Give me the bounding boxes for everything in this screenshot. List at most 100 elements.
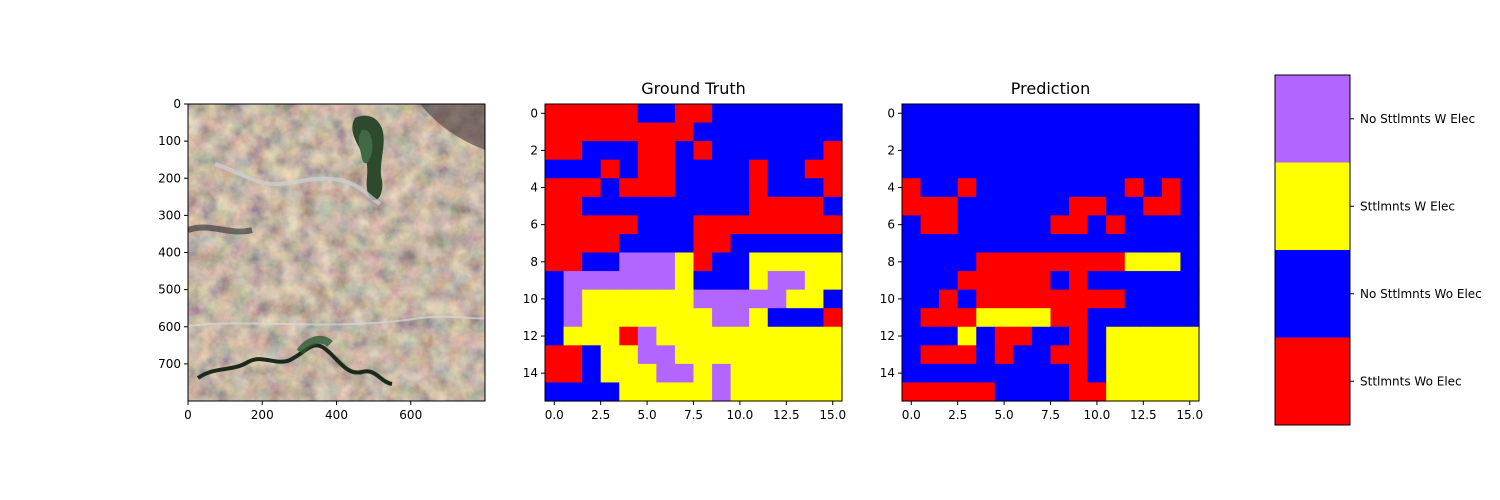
- satellite-x-tick-label: 600: [399, 408, 422, 422]
- prediction-cell: [939, 326, 959, 346]
- prediction-cell: [957, 233, 977, 254]
- prediction-cell: [1050, 382, 1070, 402]
- prediction-cell: [994, 289, 1014, 309]
- ground-truth-cell: [582, 141, 602, 161]
- prediction-cell: [1013, 382, 1033, 402]
- prediction-cell: [1124, 252, 1144, 272]
- ground-truth-cell: [804, 363, 825, 384]
- prediction-cell: [1050, 215, 1070, 235]
- prediction-cell: [1106, 326, 1126, 346]
- prediction-cell: [920, 271, 940, 291]
- ground-truth-cell: [637, 159, 657, 179]
- ground-truth-cell: [674, 363, 695, 384]
- ground-truth-cell: [656, 289, 676, 309]
- prediction-cell: [1069, 326, 1089, 346]
- ground-truth-cell: [545, 159, 565, 179]
- ground-truth-cell: [637, 363, 657, 384]
- ground-truth-cell: [637, 271, 657, 291]
- prediction-cell: [1013, 159, 1033, 179]
- prediction-x-tick-label: 5.0: [995, 408, 1014, 422]
- ground-truth-cell: [619, 104, 639, 124]
- ground-truth-y-tick-label: 12: [523, 329, 538, 343]
- prediction-cell: [1161, 382, 1182, 402]
- prediction-cell: [957, 122, 977, 142]
- prediction-cell: [1031, 252, 1052, 272]
- legend-swatch: [1275, 75, 1350, 163]
- prediction-cell: [1124, 363, 1144, 384]
- ground-truth-cell: [582, 363, 602, 384]
- prediction-cell: [902, 382, 922, 402]
- prediction-cell: [1161, 308, 1182, 328]
- prediction-cell: [957, 271, 977, 291]
- ground-truth-cell: [600, 104, 620, 124]
- prediction-cell: [939, 308, 959, 328]
- ground-truth-cell: [730, 141, 750, 161]
- prediction-cell: [1069, 215, 1089, 235]
- prediction-cell: [1180, 122, 1200, 142]
- ground-truth-cell: [582, 159, 602, 179]
- ground-truth-y-tick-label: 8: [530, 255, 538, 269]
- prediction-cell: [994, 159, 1014, 179]
- prediction-cell: [1161, 122, 1182, 142]
- prediction-cell: [957, 159, 977, 179]
- prediction-cell: [957, 382, 977, 402]
- prediction-cell: [1031, 363, 1052, 384]
- ground-truth-cell: [674, 308, 695, 328]
- prediction-cell: [976, 215, 996, 235]
- ground-truth-cell: [730, 289, 750, 309]
- legend-label: No Sttlmnts Wo Elec: [1360, 287, 1482, 301]
- ground-truth-cell: [804, 252, 825, 272]
- prediction-cell: [957, 345, 977, 365]
- prediction-cell: [994, 196, 1014, 216]
- prediction-cell: [1031, 308, 1052, 328]
- ground-truth-cell: [674, 326, 695, 346]
- prediction-cell: [902, 122, 922, 142]
- ground-truth-cell: [545, 178, 565, 198]
- satellite-panel: 0 200 400 600 0 100 200 300 400 500 600 700: [158, 97, 486, 422]
- prediction-cell: [1143, 178, 1163, 198]
- prediction-cell: [994, 271, 1014, 291]
- prediction-cell: [902, 215, 922, 235]
- ground-truth-cell: [563, 233, 583, 254]
- prediction-cell: [1069, 233, 1089, 254]
- prediction-cell: [976, 363, 996, 384]
- ground-truth-cell: [674, 215, 695, 235]
- prediction-x-tick-label: 15.0: [1176, 408, 1203, 422]
- prediction-cell: [1161, 196, 1182, 216]
- prediction-y-tick-label: 6: [887, 218, 895, 232]
- prediction-cell: [1124, 382, 1144, 402]
- prediction-x-tick-label: 0.0: [902, 408, 921, 422]
- ground-truth-cell: [693, 178, 713, 198]
- ground-truth-cell: [674, 178, 695, 198]
- ground-truth-cell: [545, 141, 565, 161]
- prediction-cell: [1180, 345, 1200, 365]
- prediction-cell: [1087, 159, 1107, 179]
- ground-truth-cell: [767, 233, 787, 254]
- prediction-cell: [1069, 363, 1089, 384]
- prediction-cell: [1087, 104, 1107, 124]
- prediction-cell: [1050, 271, 1070, 291]
- prediction-cell: [902, 363, 922, 384]
- prediction-cell: [939, 159, 959, 179]
- prediction-x-tick-label: 10.0: [1084, 408, 1111, 422]
- prediction-cell: [1180, 104, 1200, 124]
- ground-truth-cell: [637, 122, 657, 142]
- prediction-cell: [1069, 141, 1089, 161]
- ground-truth-cell: [804, 233, 825, 254]
- ground-truth-cell: [619, 363, 639, 384]
- ground-truth-x-tick-label: 10.0: [727, 408, 754, 422]
- prediction-cell: [1180, 326, 1200, 346]
- ground-truth-cell: [730, 122, 750, 142]
- satellite-y-tick-label: 500: [158, 283, 181, 297]
- ground-truth-y-tick-label: 10: [523, 292, 538, 306]
- ground-truth-cell: [600, 141, 620, 161]
- prediction-cell: [1050, 308, 1070, 328]
- prediction-cell: [1180, 289, 1200, 309]
- prediction-cell: [976, 382, 996, 402]
- satellite-y-tick-label: 100: [158, 134, 181, 148]
- prediction-cell: [1106, 104, 1126, 124]
- ground-truth-cell: [712, 159, 732, 179]
- prediction-cell: [1143, 382, 1163, 402]
- ground-truth-y-tick-label: 14: [523, 366, 538, 380]
